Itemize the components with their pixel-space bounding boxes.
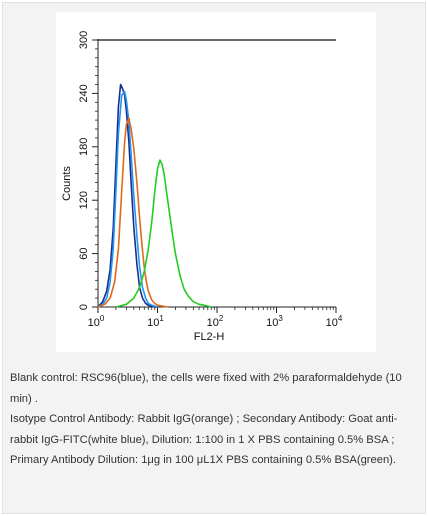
x-tick-base: 10 xyxy=(88,317,100,329)
labels-group: 100 101 102 103 104060120180240300FL2-HCount… xyxy=(61,31,343,343)
histogram-chart: 100 101 102 103 104060120180240300FL2-HCount… xyxy=(61,31,343,343)
x-tick-exponent: 0 xyxy=(100,314,105,323)
x-tick-base: 10 xyxy=(207,317,219,329)
figure-caption: Blank control: RSC96(blue), the cells we… xyxy=(10,368,414,471)
histogram-series-3 xyxy=(115,159,212,308)
y-tick-label: 60 xyxy=(78,247,90,259)
x-tick-label: 101 xyxy=(147,314,164,329)
x-tick-exponent: 3 xyxy=(278,314,283,323)
caption-line-2: Isotype Control Antibody: Rabbit IgG(ora… xyxy=(10,413,398,466)
y-tick-label: 300 xyxy=(78,31,90,49)
series-group xyxy=(97,83,212,308)
x-tick-exponent: 1 xyxy=(159,314,164,323)
y-tick-label: 180 xyxy=(78,138,90,156)
histogram-series-2 xyxy=(97,117,169,308)
x-tick-exponent: 2 xyxy=(219,314,224,323)
y-tick-label: 240 xyxy=(78,84,90,102)
y-axis-title: Counts xyxy=(61,166,73,201)
y-tick-label: 120 xyxy=(78,191,90,209)
histogram-series-0 xyxy=(97,83,158,308)
x-tick-exponent: 4 xyxy=(338,314,343,323)
x-tick-label: 103 xyxy=(266,314,283,329)
plot-panel xyxy=(56,12,376,352)
x-tick-label: 100 xyxy=(88,314,105,329)
x-tick-base: 10 xyxy=(326,317,338,329)
caption-line-1: Blank control: RSC96(blue), the cells we… xyxy=(10,372,402,405)
x-tick-base: 10 xyxy=(266,317,278,329)
x-tick-base: 10 xyxy=(147,317,159,329)
axes-group xyxy=(92,39,337,313)
y-tick-label: 0 xyxy=(78,304,90,310)
x-tick-label: 104 xyxy=(326,314,343,329)
x-axis-title: FL2-H xyxy=(194,331,225,343)
x-tick-label: 102 xyxy=(207,314,224,329)
